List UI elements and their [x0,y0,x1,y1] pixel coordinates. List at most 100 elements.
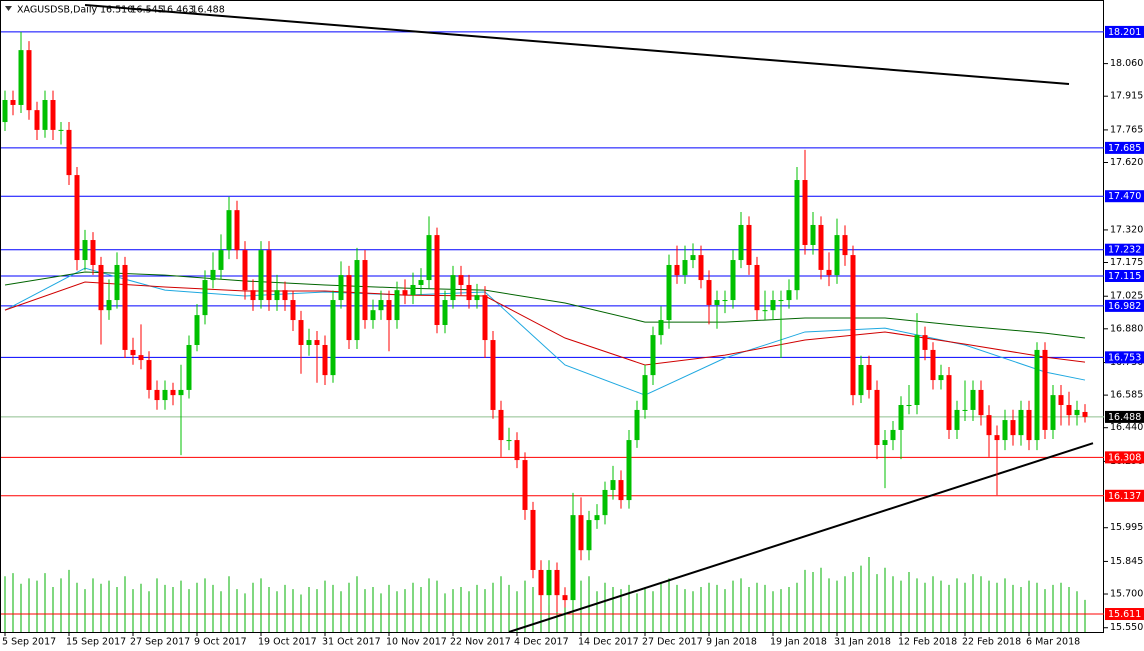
x-tick-label: 22 Feb 2018 [962,637,1021,648]
candle-body [218,250,224,270]
plot-frame [0,0,1104,633]
candle-body [570,515,576,601]
candle-body [642,375,648,410]
x-tick-label: 10 Nov 2017 [386,637,447,648]
candle-body [818,224,824,270]
candle-body [378,300,384,311]
candle-body [394,290,400,321]
candle-body [626,440,632,501]
candle-body [746,224,752,265]
x-tick-label: 19 Oct 2017 [258,637,317,648]
price-label: 16.488 [1108,412,1141,423]
trendline [508,442,1094,632]
plot-area [1,3,1104,632]
candle-body [594,515,600,521]
y-tick-label: 15.845 [1110,556,1143,567]
y-tick-label: 15.700 [1110,589,1143,600]
x-tick-label: 31 Oct 2017 [322,637,381,648]
candle-body [442,300,448,325]
candle-body [786,290,792,301]
candle-body [610,480,616,490]
candle-body [186,344,192,390]
candle-body [906,405,912,407]
candle-body [970,389,976,410]
candle-body [778,300,784,302]
candle-body [962,409,968,411]
y-tick-label: 17.765 [1110,124,1143,135]
candle-body [194,315,200,345]
candle-body [1010,420,1016,436]
candle-body [586,520,592,551]
x-tick-label: 19 Jan 2018 [770,637,827,648]
candle-body [698,255,704,281]
candle-body [1042,349,1048,430]
x-tick-label: 12 Feb 2018 [898,637,957,648]
candle-body [66,129,72,176]
candle-body [466,284,472,301]
candle-body [74,175,80,261]
candle-body [274,290,280,301]
candle-body [450,275,456,301]
candle-body [474,295,480,301]
candle-body [722,300,728,302]
candle-body [850,255,856,396]
candle-body [714,300,720,305]
candle-body [98,264,104,311]
candle-body [634,409,640,441]
candle-body [162,389,168,401]
level-label: 16.982 [1108,301,1141,312]
last-bar-value: 16.510 [100,5,133,16]
candle-body [858,364,864,396]
candle-body [234,210,240,251]
x-tick-label: 5 Sep 2017 [2,637,56,648]
candle-body [994,435,1000,441]
price-label-box [1105,410,1144,423]
last-bar-value: 16.463 [161,5,194,16]
level-label-box [1105,299,1144,312]
x-tick-label: 31 Jan 2018 [834,637,891,648]
candle-body [834,235,840,276]
x-tick-label: 9 Jan 2018 [706,637,757,648]
candle-body [842,235,848,256]
moving-average [4,271,1086,339]
level-label: 16.137 [1108,491,1141,502]
x-tick-label: 15 Sep 2017 [66,637,126,648]
candle-body [122,264,128,350]
candle-body [666,264,672,321]
y-tick-label: 15.995 [1110,522,1143,533]
candle-body [914,335,920,406]
candle-body [1050,395,1056,430]
candle-body [42,100,48,130]
candle-body [1074,409,1080,416]
candle-body [266,250,272,301]
candle-body [866,364,872,390]
level-label: 17.470 [1108,191,1141,202]
candle-body [418,280,424,285]
candle-body [50,100,56,130]
last-bar-value: 16.545 [131,5,164,16]
candle-body [226,210,232,251]
level-label-box [1105,489,1144,502]
candle-body [402,290,408,296]
level-label-box [1105,190,1144,203]
y-tick-label: 18.060 [1110,58,1143,69]
level-label-box [1105,141,1144,154]
level-label-box [1105,25,1144,38]
candle-body [258,250,264,301]
menu-icon[interactable] [5,6,12,11]
candle-body [90,240,96,265]
candle-body [554,569,560,596]
level-label: 17.685 [1108,143,1141,154]
candle-body [1082,411,1088,417]
candle-body [386,300,392,321]
y-tick-label: 17.175 [1110,257,1143,268]
moving-average [4,267,1086,396]
candle-body [202,280,208,316]
candle-body [322,344,328,376]
x-tick-label: 27 Dec 2017 [642,637,703,648]
moving-average [4,281,1086,366]
candle-body [1058,395,1064,406]
candle-body [410,284,416,296]
candle-body [242,250,248,291]
candle-body [10,100,16,105]
